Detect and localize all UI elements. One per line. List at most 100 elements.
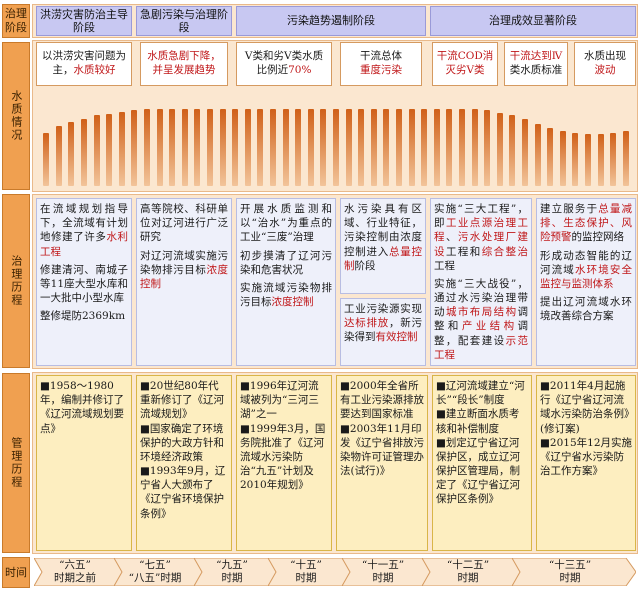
governance-col-6: 建立服务于总量减排、生态保护、风险预警的监控网络 形成动态智能的辽河流域水环境安… <box>536 198 636 366</box>
time-arrow-7: “十三五” 时期 <box>512 558 636 586</box>
gov-c3-p3: 实施流域污染物排污目标浓度控制 <box>240 281 332 309</box>
governance-col-4b: 工业污染源实现达标排放，新污染得到有效控制 <box>340 298 426 366</box>
time-1-line1: “六五” <box>59 559 91 572</box>
time-6-line2: 时期 <box>457 572 479 584</box>
time-5-line1: “十一五” <box>361 559 405 572</box>
water-quality-bar <box>94 115 100 186</box>
gov-c4-p1: 水污染具有区域、行业特征，污染控制由浓度控制进入总量控制阶段 <box>344 203 422 272</box>
time-arrow-4: “十五” 时期 <box>268 558 352 586</box>
gov-c3-p1: 开展水质监测和以“治水”为重点的工业“三废”治理 <box>240 203 332 244</box>
water-quality-bar <box>333 109 339 186</box>
water-quality-bar <box>535 124 541 186</box>
water-quality-bar <box>56 126 62 186</box>
time-4-line2: 时期 <box>295 572 317 584</box>
water-quality-bar <box>144 109 150 186</box>
mgmt-c6-item-2: ■2015年12月实施《辽宁省水污染防治工作方案》 <box>540 436 633 478</box>
water-quality-bar <box>598 134 604 186</box>
water-quality-bar <box>169 109 175 186</box>
status-box-5: 干流COD消灭劣Ⅴ类 <box>432 42 498 86</box>
water-quality-bar <box>295 109 301 186</box>
stage-notable-results: 治理成效显著阶段 <box>430 6 636 36</box>
water-quality-bar <box>383 109 389 186</box>
water-quality-bar <box>522 119 528 186</box>
water-quality-bar <box>157 109 163 186</box>
row-label-management: 管理历程 <box>2 373 30 553</box>
status-box-2: 水质急剧下降，并呈发展趋势 <box>140 42 228 86</box>
water-quality-bar <box>131 110 137 186</box>
mgmt-c4-item-1: ■2000年全省所有工业污染源排放要达到国家标准 <box>340 380 424 421</box>
management-col-3: ■1996年辽河流域被列为“三河三湖”之一 ■1999年3月，国务院批准了《辽河… <box>236 375 332 551</box>
time-arrow-3: “九五” 时期 <box>194 558 278 586</box>
time-arrow-2: “七五” “八五”时期 <box>114 558 204 586</box>
gov-c6-p2: 形成动态智能的辽河流域水环境安全监控与监测体系 <box>540 249 633 290</box>
gov-c2-p2: 对辽河流域实施污染物排污目标浓度控制 <box>140 249 229 290</box>
water-quality-bar <box>396 109 402 186</box>
water-quality-bar <box>257 109 263 186</box>
gov-c2-p1: 高等院校、科研单位对辽河进行广泛研究 <box>140 203 228 244</box>
water-quality-bar <box>43 133 49 186</box>
row-label-time: 时间 <box>2 557 30 588</box>
water-quality-bar <box>623 131 629 186</box>
mgmt-c2-item-1: ■20世纪80年代重新修订了《辽河流域规划》 <box>140 380 224 421</box>
time-7-line2: 时期 <box>559 572 581 584</box>
time-6-line1: “十二五” <box>446 559 490 572</box>
management-col-1: ■1958～1980年，编制并修订了《辽河流域规划要点》 <box>36 375 132 551</box>
status-box-4: 干流总体 重度污染 <box>340 42 422 86</box>
stage-rapid-pollution: 急剧污染与治理阶段 <box>136 6 232 36</box>
water-quality-bar <box>119 112 125 186</box>
row-label-stage: 治理阶段 <box>2 4 30 38</box>
mgmt-c3-item-1: ■1996年辽河流域被列为“三河三湖”之一 <box>240 380 319 421</box>
governance-col-4a: 水污染具有区域、行业特征，污染控制由浓度控制进入总量控制阶段 <box>340 198 426 294</box>
time-3-line1: “九五” <box>216 559 248 572</box>
water-quality-bar <box>409 109 415 186</box>
water-quality-bar <box>585 134 591 186</box>
mgmt-c1-item-1: ■1958～1980年，编制并修订了《辽河流域规划要点》 <box>40 380 124 435</box>
status-box-6: 干流达到Ⅳ类水质标准 <box>504 42 568 86</box>
time-1-line2: 时期之前 <box>54 572 96 584</box>
gov-c6-p3: 提出辽河流域水环境改善综合方案 <box>540 296 632 323</box>
row-label-governance: 治理历程 <box>2 194 30 368</box>
management-col-5: ■辽河流域建立“河长”“段长”制度 ■建立断面水质考核和补偿制度 ■划定辽宁省辽… <box>432 375 532 551</box>
governance-col-3: 开展水质监测和以“治水”为重点的工业“三废”治理 初步摸清了辽河污染和危害状况 … <box>236 198 336 366</box>
water-quality-bar <box>610 133 616 186</box>
time-2-line2: “八五”时期 <box>128 572 182 584</box>
water-quality-bar <box>308 109 314 186</box>
governance-col-5: 实施“三大工程”，即工业点源治理工程、污水处理厂建设工程和综合整治工程 实施“三… <box>430 198 532 366</box>
water-quality-bar <box>245 109 251 186</box>
time-arrow-1: “六五” 时期之前 <box>34 558 124 586</box>
gov-c6-p1: 建立服务于总量减排、生态保护、风险预警的监控网络 <box>540 203 633 244</box>
water-quality-bar <box>81 119 87 186</box>
water-quality-bar <box>572 133 578 186</box>
gov-c5-p1: 实施“三大工程”，即工业点源治理工程、污水处理厂建设工程和综合整治工程 <box>434 203 529 272</box>
time-7-line1: “十三五” <box>548 559 592 572</box>
water-quality-bar <box>194 109 200 186</box>
stage-pollution-curb: 污染趋势遏制阶段 <box>236 6 426 36</box>
water-quality-bar <box>68 122 74 186</box>
time-4-line1: “十五” <box>290 559 322 572</box>
status-box-1: 以洪涝灾害问题为主，水质较好 <box>36 42 132 86</box>
water-quality-bar <box>358 109 364 186</box>
mgmt-c2-item-3: ■1993年9月，辽宁省人大颁布了《辽宁省环境保护条例》 <box>140 465 226 520</box>
gov-c3-p2: 初步摸清了辽河污染和危害状况 <box>240 249 332 276</box>
management-col-4: ■2000年全省所有工业污染源排放要达到国家标准 ■2003年11月印发《辽宁省… <box>336 375 428 551</box>
water-quality-bar <box>446 109 452 186</box>
water-quality-bar <box>270 109 276 186</box>
status-box-3: Ⅴ类和劣Ⅴ类水质比例近70% <box>236 42 332 86</box>
water-quality-bar <box>106 114 112 186</box>
governance-col-2: 高等院校、科研单位对辽河进行广泛研究 对辽河流域实施污染物排污目标浓度控制 <box>136 198 232 366</box>
gov-c1-p3: 整修堤防2369km <box>40 310 126 323</box>
water-quality-bar <box>220 109 226 186</box>
water-quality-bar <box>459 109 465 186</box>
water-quality-bar <box>346 109 352 186</box>
water-quality-bar <box>547 128 553 186</box>
water-quality-bar <box>283 109 289 186</box>
water-quality-bar <box>182 109 188 186</box>
water-quality-bar <box>484 110 490 186</box>
time-3-line2: 时期 <box>221 572 243 584</box>
gov-c4-p2: 工业污染源实现达标排放，新污染得到有效控制 <box>344 303 422 344</box>
gov-c1-p2: 修建清河、南城子等11座大型水库和一大批中小型水库 <box>40 263 128 305</box>
water-quality-bar <box>472 109 478 186</box>
water-quality-bar <box>497 113 503 186</box>
stage-flood-control: 洪涝灾害防治主导阶段 <box>36 6 132 36</box>
water-quality-bar <box>232 109 238 186</box>
